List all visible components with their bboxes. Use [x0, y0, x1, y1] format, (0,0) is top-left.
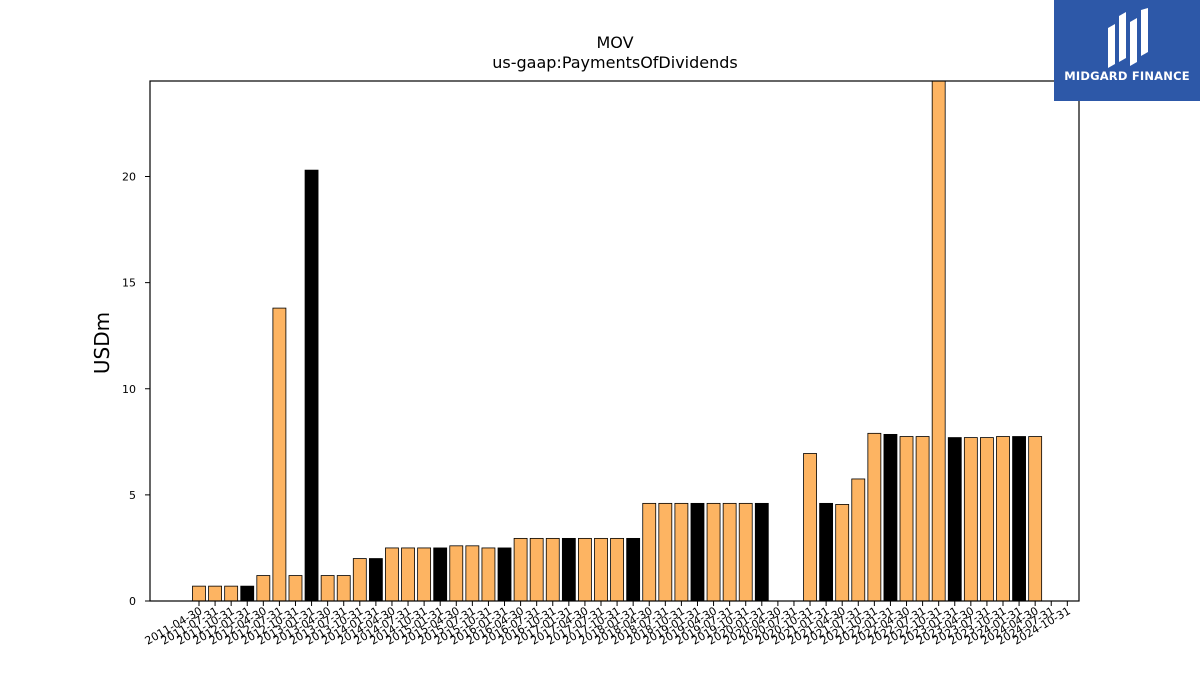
y-axis-label: USDm	[90, 312, 114, 374]
bar-2013-10-31	[352, 558, 367, 602]
bars-group	[192, 80, 1043, 602]
bar-2022-04-30	[899, 436, 914, 602]
bar-2021-01-31	[819, 502, 834, 602]
bar-2023-07-31	[980, 437, 994, 602]
bar-2017-10-31	[610, 537, 624, 602]
bar-2020-01-31	[754, 502, 769, 602]
bar-2023-04-30	[963, 437, 978, 602]
chart-title: MOV	[596, 33, 633, 52]
bar-2024-01-31	[1012, 436, 1026, 602]
bar-2015-04-30	[449, 545, 464, 602]
bar-2021-10-31	[867, 432, 882, 602]
bar-2022-10-31	[931, 80, 946, 602]
bar-2015-01-31	[433, 547, 448, 602]
bar-2013-04-30	[320, 575, 335, 602]
bar-2023-01-31	[947, 437, 962, 602]
bar-2015-07-31	[465, 545, 480, 602]
y-tick-label: 20	[122, 171, 136, 184]
bar-2014-04-30	[385, 547, 399, 602]
bar-2012-07-31	[272, 307, 287, 602]
bar-2019-04-30	[706, 502, 721, 602]
bar-2016-07-31	[529, 537, 544, 602]
bar-2018-07-31	[658, 502, 673, 602]
bar-2014-07-31	[401, 547, 415, 602]
bar-2021-07-31	[851, 478, 866, 602]
logo-brand-text: MIDGARD FINANCE	[1064, 69, 1190, 83]
bar-2011-10-31	[224, 585, 239, 602]
y-tick-label: 10	[122, 383, 136, 396]
chart-subtitle: us-gaap:PaymentsOfDividends	[492, 53, 737, 72]
bar-2016-01-31	[497, 547, 512, 602]
bar-2014-01-31	[368, 558, 383, 602]
bar-2022-01-31	[883, 433, 898, 602]
bar-2019-07-31	[722, 502, 737, 602]
bar-2018-01-31	[626, 537, 641, 602]
midgard-finance-logo: MIDGARD FINANCE	[1054, 0, 1200, 101]
bar-2016-04-30	[513, 537, 528, 602]
bar-2012-10-31	[288, 575, 303, 602]
y-ticks-group: 0 5 10 15 20	[122, 171, 150, 608]
bar-2013-01-31	[304, 169, 319, 602]
bar-2019-01-31	[690, 502, 705, 602]
bar-2023-10-31	[996, 436, 1010, 602]
y-tick-label: 15	[122, 277, 136, 290]
bar-2012-01-31	[240, 585, 255, 602]
bar-2019-10-31	[738, 502, 753, 602]
bar-2021-04-30	[835, 504, 850, 602]
logo-mark-icon	[1108, 8, 1148, 68]
bar-2011-04-30	[192, 585, 206, 602]
y-tick-label: 0	[129, 595, 136, 608]
bar-2013-07-31	[336, 575, 351, 602]
bar-2011-07-31	[208, 585, 222, 602]
bar-2014-10-31	[417, 547, 432, 602]
bar-2022-07-31	[915, 436, 930, 602]
bar-2024-04-30	[1028, 436, 1043, 602]
bar-2016-10-31	[545, 537, 560, 602]
bar-2017-04-30	[578, 537, 592, 602]
bar-2017-01-31	[561, 537, 576, 602]
bar-2020-10-31	[803, 453, 817, 602]
bar-2015-10-31	[481, 547, 496, 602]
x-ticks-group: 2011-04-302011-07-312011-10-312012-01-31…	[143, 601, 1073, 648]
bar-2018-04-30	[642, 502, 657, 602]
bar-2018-10-31	[674, 502, 689, 602]
bar-2017-07-31	[594, 537, 608, 602]
y-tick-label: 5	[129, 489, 136, 502]
bar-2012-04-30	[256, 575, 271, 602]
plot-frame	[149, 80, 1080, 602]
